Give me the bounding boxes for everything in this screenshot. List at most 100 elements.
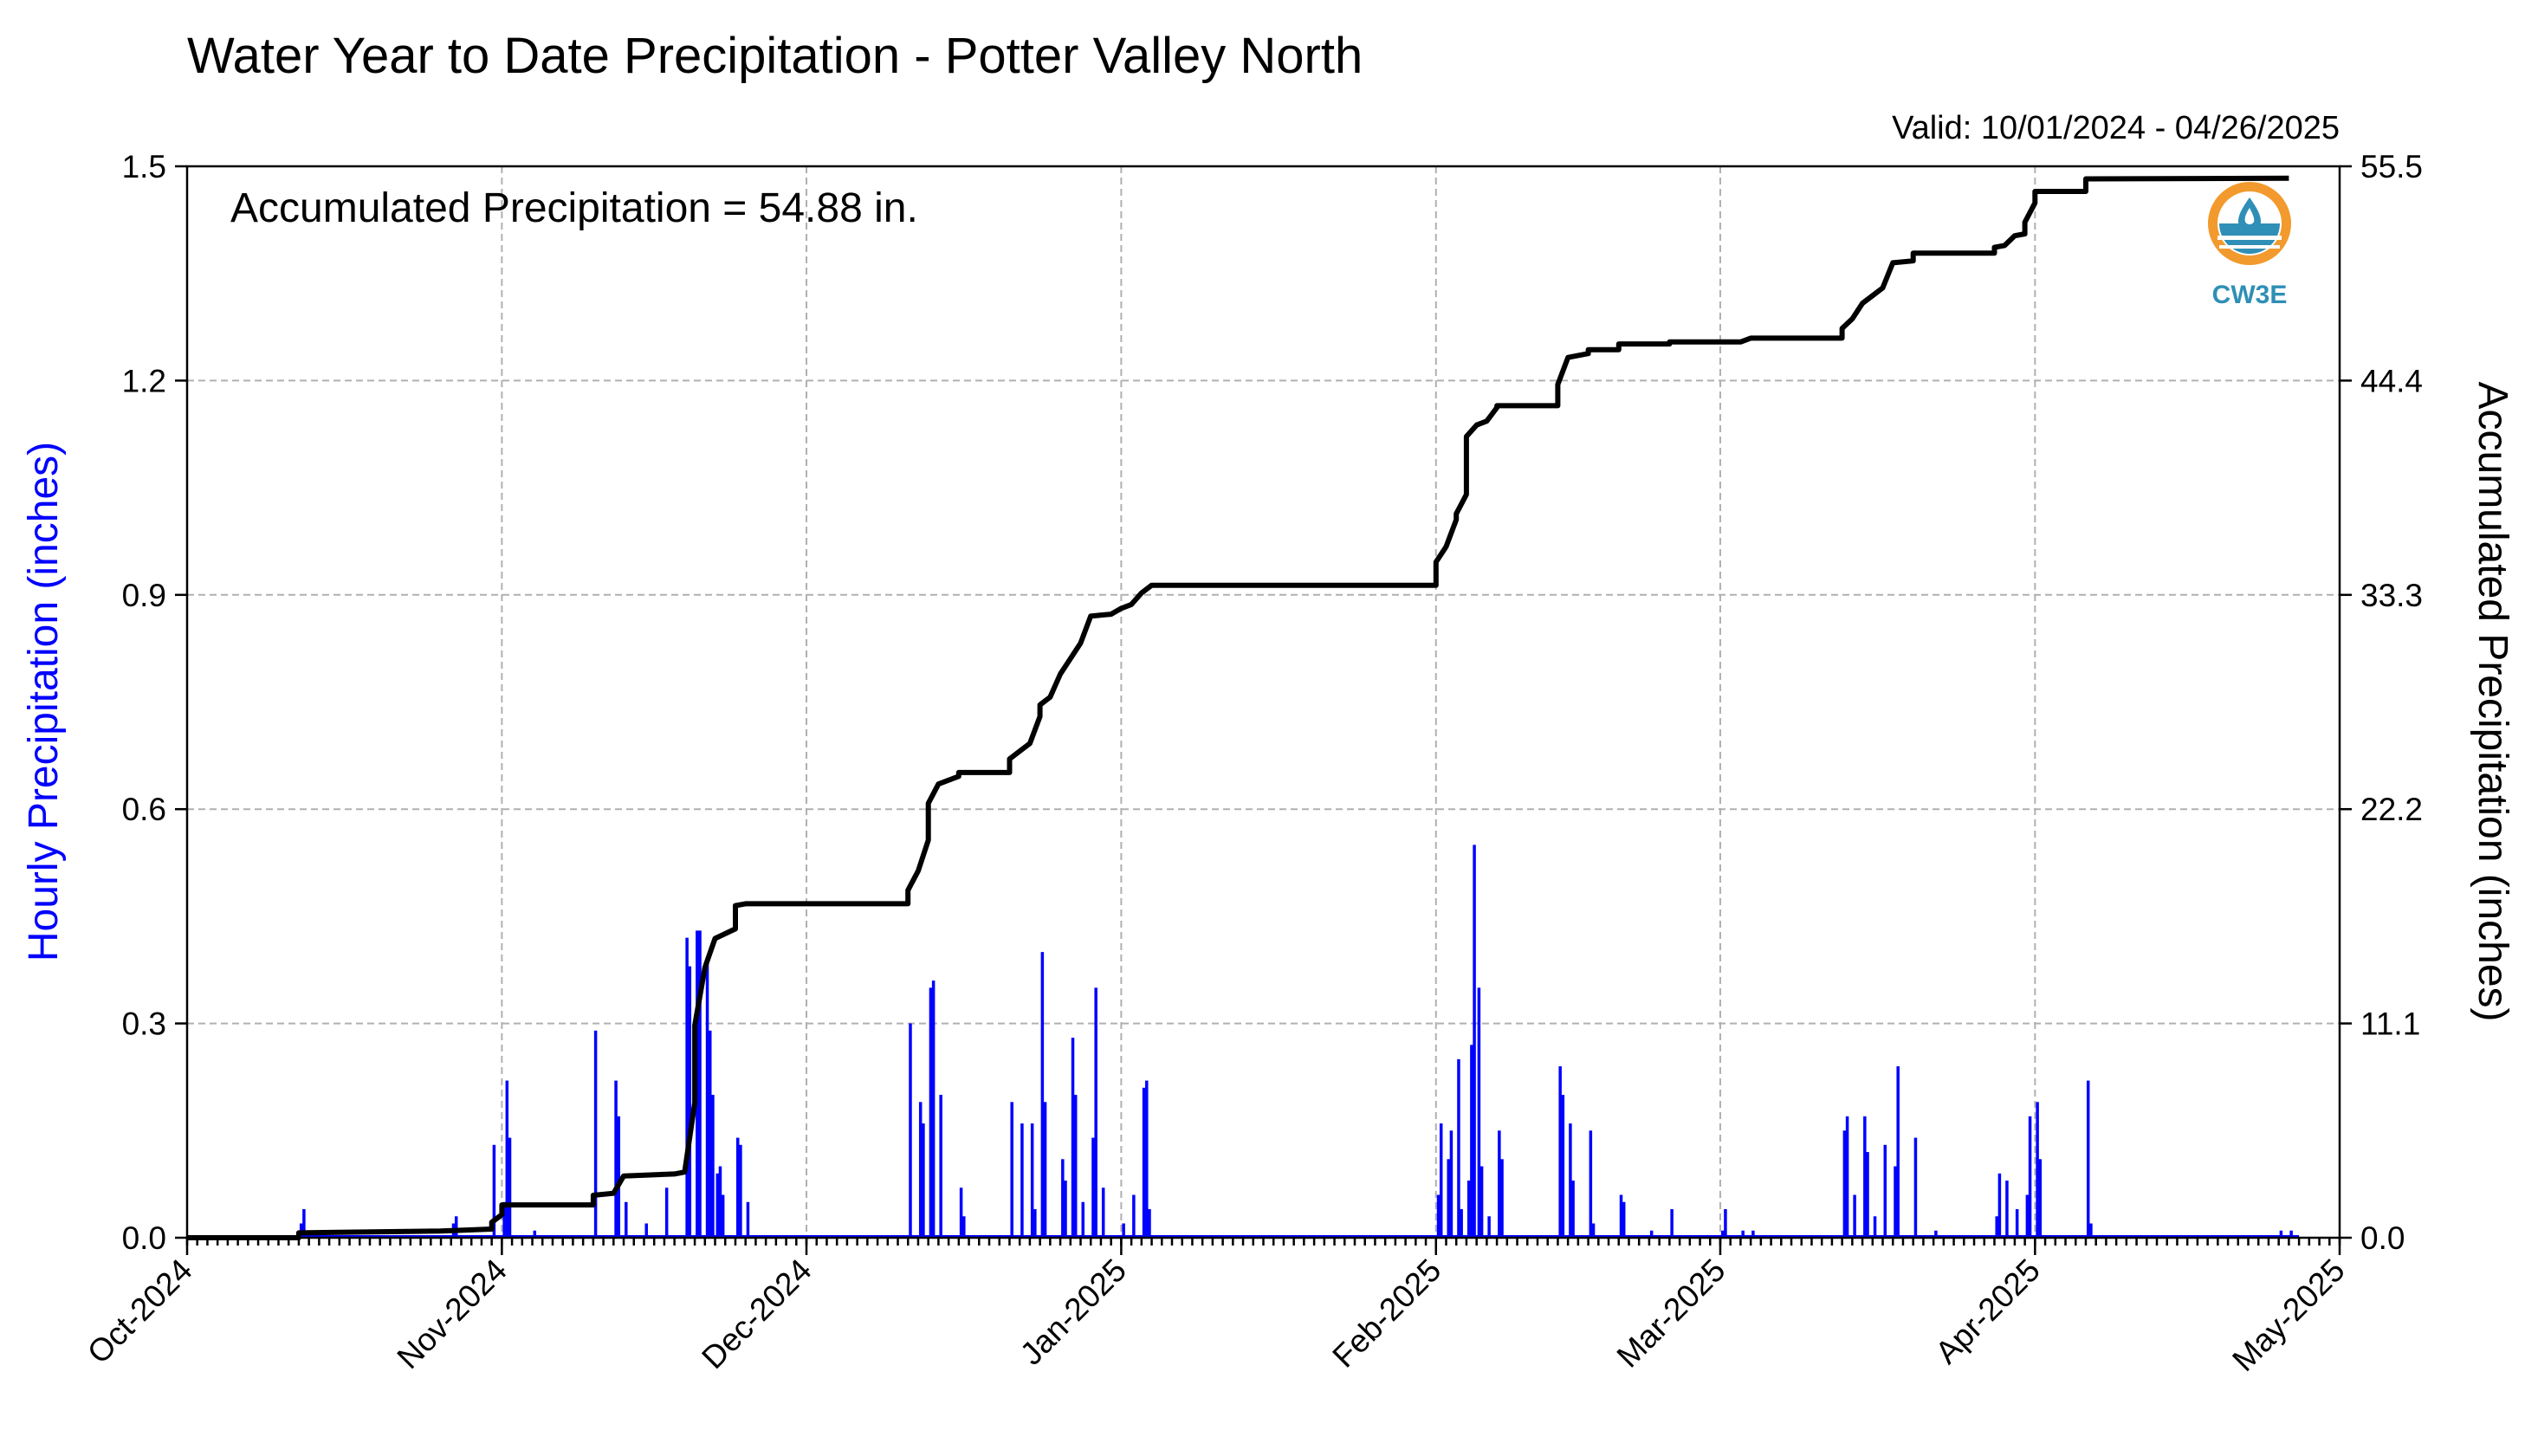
hourly-bar [1896,1066,1900,1238]
right-y-tick-label: 44.4 [2360,363,2423,398]
accumulated-line-series [187,175,2289,1240]
hourly-bar [2025,1194,2030,1238]
hourly-bar [454,1216,458,1238]
hourly-bar [1853,1194,1856,1238]
hourly-bar [1043,1102,1047,1238]
hourly-bar [1934,1230,1938,1238]
hourly-bar [1460,1209,1463,1238]
hourly-bar [698,930,702,1238]
hourly-bar [2279,1230,2283,1238]
hourly-bar [1751,1230,1755,1238]
hourly-bar [959,1187,963,1238]
hourly-bar [2086,1080,2090,1238]
hourly-bar [2015,1209,2019,1238]
hourly-bar [1094,987,1097,1238]
hourly-bar [1457,1058,1460,1238]
hourly-bar [1033,1209,1037,1238]
accumulated-total-annotation: Accumulated Precipitation = 54.88 in. [230,185,918,231]
hourly-bar [1071,1038,1075,1238]
hourly-bar [492,1144,496,1238]
hourly-bar [1091,1137,1095,1238]
hourly-bar [1569,1123,1572,1238]
hourly-bar [508,1137,512,1238]
hourly-bar [1558,1066,1562,1238]
hourly-bar [1995,1216,1998,1238]
hourly-bar [962,1216,966,1238]
hourly-bar [685,937,689,1238]
hourly-bar [1061,1159,1065,1238]
hourly-bar [715,1173,720,1238]
hourly-bar [2005,1181,2009,1238]
logo-text: CW3E [2212,281,2288,309]
hourly-bar [1473,844,1476,1238]
hourly-bar [1622,1201,1626,1238]
hourly-bar [1148,1209,1151,1238]
hourly-bar [1866,1152,1869,1238]
hourly-bar [1064,1181,1067,1238]
hourly-bar [1883,1144,1887,1238]
hourly-bar [1477,987,1481,1238]
hourly-bar [929,987,933,1238]
hourly-bar [1591,1223,1596,1238]
hourly-bar [1845,1116,1849,1238]
left-y-tick-label: 0.9 [122,578,166,613]
hourly-bar [2028,1116,2032,1238]
hourly-bar [909,1023,912,1238]
hourly-bar [2036,1102,2039,1238]
hourly-bar [1670,1209,1674,1238]
hourly-bar [705,959,709,1238]
hourly-bar [1479,1166,1484,1238]
hourly-bar [1913,1137,1918,1238]
left-y-tick-label: 1.5 [122,149,166,184]
hourly-bar [1720,1230,1725,1238]
left-y-tick-label: 0.0 [122,1220,166,1256]
hourly-bar [718,1166,722,1238]
hourly-bar [2289,1230,2293,1238]
hourly-bars-series [187,844,2300,1238]
hourly-bar [1487,1216,1491,1238]
hourly-bar [688,966,692,1238]
hourly-bar [614,1080,618,1238]
cw3e-logo-icon: CW3E [2208,182,2291,309]
hourly-bar [739,1144,742,1238]
valid-range: Valid: 10/01/2024 - 04/26/2025 [1892,110,2340,146]
hourly-bar [918,1102,923,1238]
left-y-tick-label: 0.6 [122,792,166,827]
hourly-bar [1863,1116,1867,1238]
hourly-bar [922,1123,925,1238]
hourly-bar [625,1201,628,1238]
hourly-bar [1081,1201,1085,1238]
hourly-bar [735,1137,740,1238]
hourly-bar [1145,1080,1149,1238]
hourly-bar [1142,1087,1146,1238]
hourly-bar [711,1095,715,1238]
hourly-bar [709,1030,712,1238]
hourly-bar [1589,1130,1593,1238]
hourly-bar [1741,1230,1745,1238]
hourly-bar [721,1194,725,1238]
hourly-bar [1842,1130,1847,1238]
hourly-bar [1649,1230,1654,1238]
hourly-bar [617,1116,621,1238]
hourly-bar [502,1201,506,1238]
right-y-tick-label: 55.5 [2360,149,2423,184]
right-y-tick-label: 22.2 [2360,792,2423,827]
hourly-bar [1030,1123,1034,1238]
hourly-bar [1470,1045,1473,1238]
right-y-tick-label: 33.3 [2360,578,2423,613]
accumulated-line [187,175,2289,1240]
hourly-bar [939,1095,942,1238]
hourly-bar [2038,1159,2043,1238]
hourly-bar [1724,1209,1727,1238]
hourly-bar [1040,952,1045,1238]
hourly-bar [533,1230,537,1238]
right-y-tick-label: 11.1 [2360,1006,2420,1042]
chart-title: Water Year to Date Precipitation - Potte… [187,28,1363,84]
hourly-bar [1010,1102,1013,1238]
hourly-bar [593,1030,598,1238]
hourly-bar [1439,1123,1443,1238]
hourly-bar [1498,1130,1501,1238]
hourly-bar [1561,1095,1565,1238]
left-axis-label: Hourly Precipitation (inches) [21,442,67,961]
